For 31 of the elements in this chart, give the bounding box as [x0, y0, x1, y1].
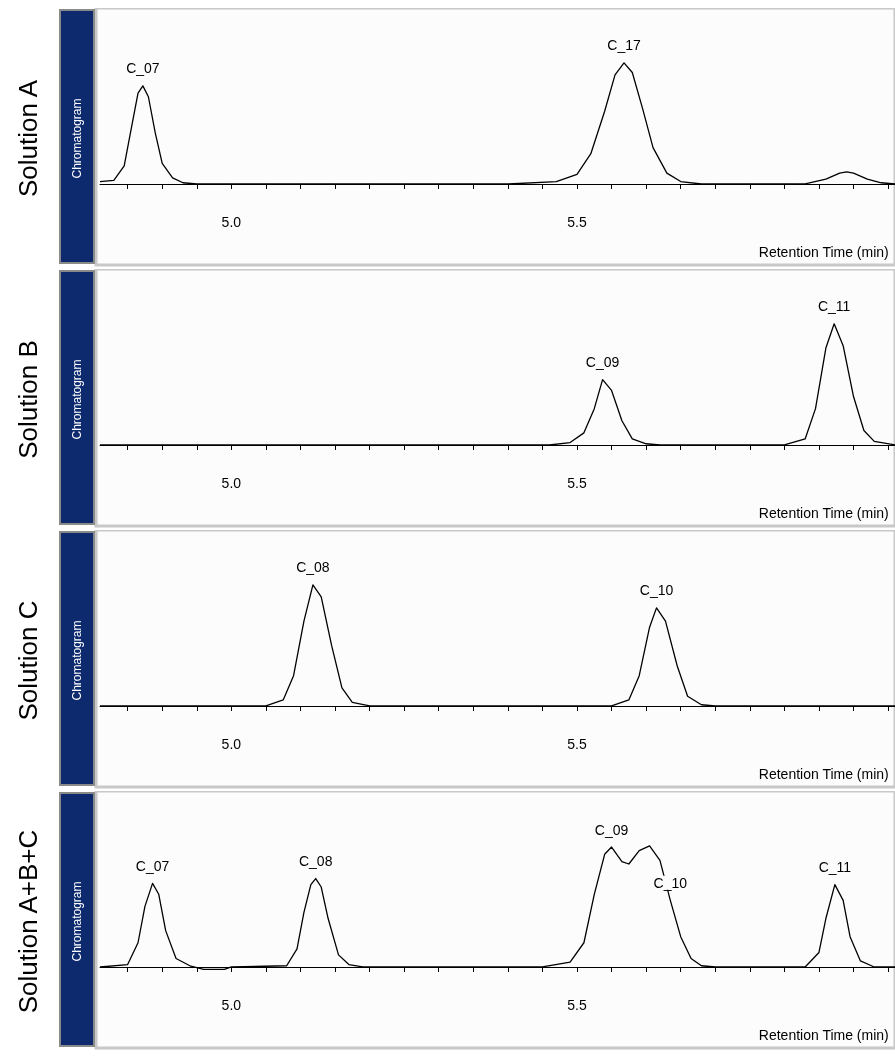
text: Chromatogram — [70, 98, 84, 179]
x-tick-label: 5.0 — [221, 997, 242, 1013]
x-tick-label: 5.5 — [567, 997, 587, 1013]
annotation: C_11 — [817, 298, 851, 315]
y-axis-title: Solution C — [13, 600, 43, 721]
annotation: C_07 — [126, 60, 160, 77]
text: Chromatogram — [70, 359, 84, 440]
x-axis-title: Retention Time (min) — [758, 1027, 889, 1043]
text: Chromatogram — [70, 881, 84, 962]
x-axis-title: Retention Time (min) — [758, 244, 889, 260]
text: Chromatogram — [70, 620, 84, 701]
annotation: C_17 — [607, 37, 641, 54]
x-tick-label: 5.0 — [221, 214, 242, 230]
x-tick-label: 5.5 — [567, 736, 587, 752]
y-axis-title: Solution B — [13, 340, 43, 459]
y-axis-title: Solution A+B+C — [13, 829, 43, 1014]
annotation: C_11 — [818, 859, 852, 876]
x-axis-title: Retention Time (min) — [758, 505, 889, 521]
y-axis-title: Solution A — [13, 79, 43, 198]
annotation: C_08 — [296, 559, 330, 576]
x-tick-label: 5.5 — [567, 475, 587, 491]
x-axis-title: Retention Time (min) — [758, 766, 889, 782]
annotation: C_10 — [653, 874, 688, 891]
annotation: C_07 — [135, 857, 170, 874]
annotation: C_09 — [594, 821, 629, 838]
x-tick-label: 5.0 — [221, 475, 242, 491]
x-tick-label: 5.5 — [567, 214, 587, 230]
annotation: C_10 — [639, 582, 674, 599]
annotation: C_08 — [298, 853, 333, 870]
x-tick-label: 5.0 — [221, 736, 242, 752]
annotation: C_09 — [585, 354, 620, 371]
